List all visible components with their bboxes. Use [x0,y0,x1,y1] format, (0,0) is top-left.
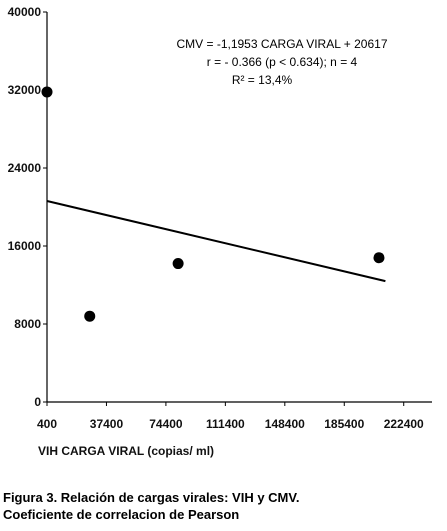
data-point [373,252,385,264]
data-point [41,86,53,98]
x-axis-label: VIH CARGA VIRAL (copias/ ml) [38,444,214,458]
x-tick-label: 148400 [265,417,305,431]
x-tick-label: 185400 [324,417,364,431]
caption-line-2: Coeficiente de correlacion de Pearson [3,507,240,522]
y-tick-label: 24000 [8,161,42,175]
figure-caption: Figura 3. Relación de cargas virales: VI… [3,489,443,523]
r-squared-annotation: R² = 13,4% [232,73,293,87]
y-tick-label: 40000 [8,5,42,19]
x-tick-label: 37400 [90,417,124,431]
axes [43,11,432,406]
x-tick-label: 400 [37,417,57,431]
y-tick-labels: 0 8000 16000 24000 32000 40000 [8,5,42,409]
equation-annotation: CMV = -1,1953 CARGA VIRAL + 20617 [176,37,387,51]
y-tick-label: 0 [34,395,41,409]
correlation-annotation: r = - 0.366 (p < 0.634); n = 4 [207,55,358,69]
scatter-chart: 0 8000 16000 24000 32000 40000 400 37400 74400 1… [8,5,432,458]
y-tick-label: 8000 [14,317,41,331]
x-tick-labels: 400 37400 74400 111400 148400 185400 222400 [37,417,424,431]
y-tick-label: 16000 [8,239,42,253]
data-point [172,258,184,270]
x-tick-label: 222400 [384,417,424,431]
x-tick-label: 111400 [206,417,245,431]
y-tick-label: 32000 [8,83,42,97]
data-point [84,310,96,322]
trendline [46,200,386,283]
x-tick-label: 74400 [149,417,183,431]
caption-line-1: Figura 3. Relación de cargas virales: VI… [3,490,300,505]
data-points [41,86,385,322]
trendline-layer [46,200,386,283]
